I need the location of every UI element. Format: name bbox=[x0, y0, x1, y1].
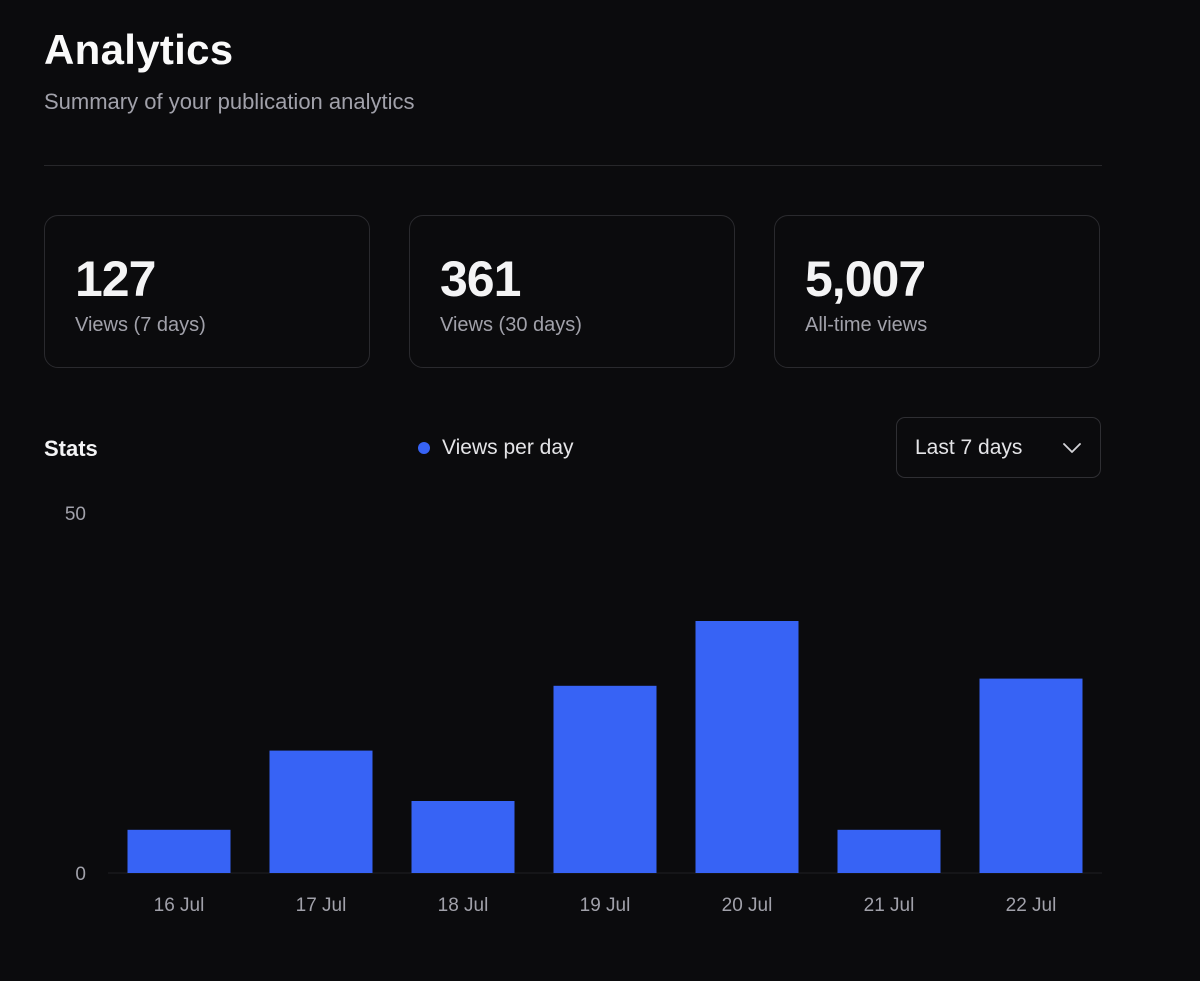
x-tick-label: 17 Jul bbox=[296, 895, 347, 916]
x-tick-label: 18 Jul bbox=[438, 895, 489, 916]
x-tick-label: 22 Jul bbox=[1006, 895, 1057, 916]
x-tick-label: 16 Jul bbox=[154, 895, 205, 916]
bar-22-jul[interactable] bbox=[979, 678, 1083, 873]
y-tick-label: 0 bbox=[75, 864, 86, 885]
views-7-days-card: 127 Views (7 days) bbox=[44, 215, 370, 368]
chart-legend: Views per day bbox=[418, 436, 574, 460]
all-time-views-label: All-time views bbox=[805, 314, 928, 336]
x-tick-label: 19 Jul bbox=[580, 895, 631, 916]
all-time-views-value: 5,007 bbox=[805, 251, 926, 307]
views-7-days-label: Views (7 days) bbox=[75, 314, 206, 336]
bar-20-jul[interactable] bbox=[695, 621, 799, 873]
header-divider bbox=[44, 165, 1102, 166]
all-time-views-card: 5,007 All-time views bbox=[774, 215, 1100, 368]
x-tick-label: 21 Jul bbox=[864, 895, 915, 916]
views-30-days-label: Views (30 days) bbox=[440, 314, 582, 336]
chevron-down-icon bbox=[1062, 438, 1082, 458]
page-subtitle: Summary of your publication analytics bbox=[44, 89, 415, 114]
views-30-days-value: 361 bbox=[440, 251, 521, 307]
x-tick-label: 20 Jul bbox=[722, 895, 773, 916]
page-title: Analytics bbox=[44, 26, 234, 73]
legend-label: Views per day bbox=[442, 436, 574, 459]
legend-dot-icon bbox=[418, 442, 430, 454]
views-30-days-card: 361 Views (30 days) bbox=[409, 215, 735, 368]
date-range-selected-value: Last 7 days bbox=[915, 435, 1023, 459]
y-tick-label: 50 bbox=[65, 504, 86, 525]
bar-19-jul[interactable] bbox=[553, 685, 657, 873]
date-range-select[interactable]: Last 7 days bbox=[896, 417, 1101, 478]
bar-16-jul[interactable] bbox=[127, 829, 231, 873]
bar-17-jul[interactable] bbox=[269, 750, 373, 873]
bar-18-jul[interactable] bbox=[411, 801, 515, 873]
views-7-days-value: 127 bbox=[75, 251, 156, 307]
bar-21-jul[interactable] bbox=[837, 829, 941, 873]
stats-heading: Stats bbox=[44, 436, 98, 461]
